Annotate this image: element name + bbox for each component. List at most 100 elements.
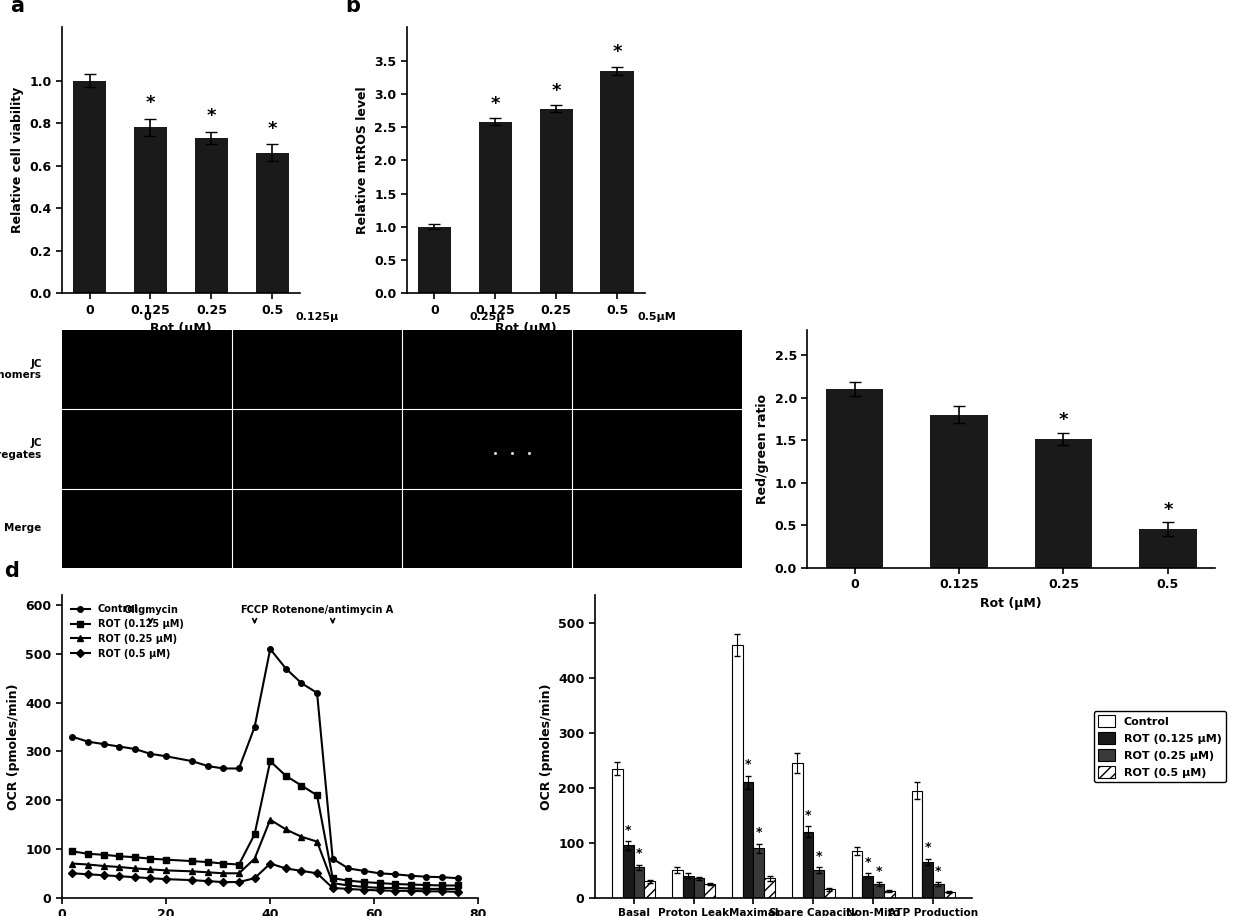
ROT (0.125 μM): [64, 845, 79, 856]
ROT (0.25 μM): [356, 881, 371, 892]
ROT (0.25 μM): [247, 853, 262, 864]
ROT (0.5 μM): [247, 873, 262, 884]
Bar: [911, 791, 923, 898]
Control: [450, 873, 465, 884]
ROT (0.25 μM): [128, 863, 143, 874]
Text: *: *: [625, 823, 631, 836]
Text: *: *: [924, 841, 931, 855]
Legend: Control, ROT (0.125 μM), ROT (0.25 μM), ROT (0.5 μM): Control, ROT (0.125 μM), ROT (0.25 μM), …: [67, 600, 187, 662]
Text: Rotenone/antimycin A: Rotenone/antimycin A: [272, 605, 393, 623]
ROT (0.25 μM): [143, 864, 157, 875]
ROT (0.125 μM): [263, 756, 278, 767]
Bar: [813, 870, 825, 898]
Control: [356, 866, 371, 877]
ROT (0.5 μM): [216, 877, 231, 888]
Control: [388, 868, 403, 879]
Control: [279, 663, 294, 674]
Text: FCCP: FCCP: [241, 605, 269, 623]
Y-axis label: OCR (pmoles/min): OCR (pmoles/min): [539, 683, 553, 810]
Text: *: *: [613, 43, 622, 61]
Text: JC
aggregates: JC aggregates: [0, 438, 42, 460]
ROT (0.25 μM): [112, 861, 126, 872]
Bar: [873, 884, 884, 898]
ROT (0.125 μM): [232, 859, 247, 870]
ROT (0.25 μM): [372, 882, 387, 893]
ROT (0.5 μM): [64, 867, 79, 878]
ROT (0.5 μM): [372, 885, 387, 896]
ROT (0.25 μM): [294, 831, 309, 842]
ROT (0.125 μM): [372, 878, 387, 889]
ROT (0.125 μM): [81, 848, 95, 859]
ROT (0.25 μM): [403, 883, 418, 894]
Line: ROT (0.125 μM): ROT (0.125 μM): [69, 758, 460, 889]
Y-axis label: Relative cell viability: Relative cell viability: [11, 87, 24, 234]
ROT (0.25 μM): [325, 878, 340, 889]
Text: a: a: [10, 0, 24, 16]
Bar: [764, 878, 775, 898]
ROT (0.5 μM): [201, 876, 216, 887]
ROT (0.5 μM): [294, 866, 309, 877]
ROT (0.25 μM): [97, 860, 112, 871]
ROT (0.25 μM): [450, 883, 465, 894]
Control: [201, 760, 216, 771]
Control: [97, 738, 112, 749]
Text: *: *: [864, 856, 870, 868]
Bar: [862, 876, 873, 898]
Control: [247, 722, 262, 733]
ROT (0.125 μM): [128, 852, 143, 863]
X-axis label: Rot (μM): Rot (μM): [981, 597, 1042, 610]
Bar: [826, 389, 883, 568]
ROT (0.5 μM): [341, 883, 356, 894]
Text: *: *: [875, 865, 882, 878]
Bar: [73, 81, 107, 293]
ROT (0.125 μM): [341, 875, 356, 886]
Bar: [683, 876, 693, 898]
X-axis label: Rot (μM): Rot (μM): [150, 322, 212, 335]
Bar: [944, 892, 955, 898]
ROT (0.125 μM): [419, 879, 434, 890]
Control: [143, 748, 157, 759]
Control: [216, 763, 231, 774]
Text: d: d: [4, 562, 19, 582]
Legend: Control, ROT (0.125 μM), ROT (0.25 μM), ROT (0.5 μM): Control, ROT (0.125 μM), ROT (0.25 μM), …: [1094, 711, 1226, 782]
Bar: [923, 862, 932, 898]
Bar: [613, 769, 622, 898]
ROT (0.125 μM): [247, 829, 262, 840]
Text: Oligmycin: Oligmycin: [123, 605, 177, 623]
Text: *: *: [146, 94, 155, 113]
Text: 0.25μ: 0.25μ: [469, 311, 505, 322]
ROT (0.25 μM): [419, 883, 434, 894]
Bar: [852, 851, 862, 898]
Bar: [672, 870, 683, 898]
ROT (0.125 μM): [143, 853, 157, 864]
ROT (0.5 μM): [279, 863, 294, 874]
Control: [232, 763, 247, 774]
Line: ROT (0.25 μM): ROT (0.25 μM): [69, 817, 460, 891]
Bar: [645, 881, 655, 898]
Line: Control: Control: [69, 647, 460, 881]
Text: JC
monomers: JC monomers: [0, 359, 42, 380]
Control: [64, 731, 79, 742]
Bar: [634, 867, 645, 898]
ROT (0.5 μM): [128, 872, 143, 883]
ROT (0.125 μM): [403, 879, 418, 890]
ROT (0.5 μM): [185, 875, 200, 886]
ROT (0.125 μM): [216, 858, 231, 869]
ROT (0.125 μM): [185, 856, 200, 867]
Text: *: *: [816, 850, 822, 863]
Control: [81, 736, 95, 747]
ROT (0.25 μM): [434, 883, 449, 894]
Y-axis label: OCR (pmoles/min): OCR (pmoles/min): [6, 683, 20, 810]
Control: [128, 744, 143, 755]
Bar: [539, 108, 573, 293]
ROT (0.25 μM): [64, 858, 79, 869]
ROT (0.5 μM): [232, 877, 247, 888]
Bar: [134, 127, 167, 293]
ROT (0.5 μM): [310, 867, 325, 878]
ROT (0.5 μM): [112, 871, 126, 882]
Control: [159, 751, 174, 762]
Text: 0.5μM: 0.5μM: [637, 311, 676, 322]
Control: [310, 687, 325, 698]
Bar: [743, 782, 754, 898]
Bar: [732, 645, 743, 898]
